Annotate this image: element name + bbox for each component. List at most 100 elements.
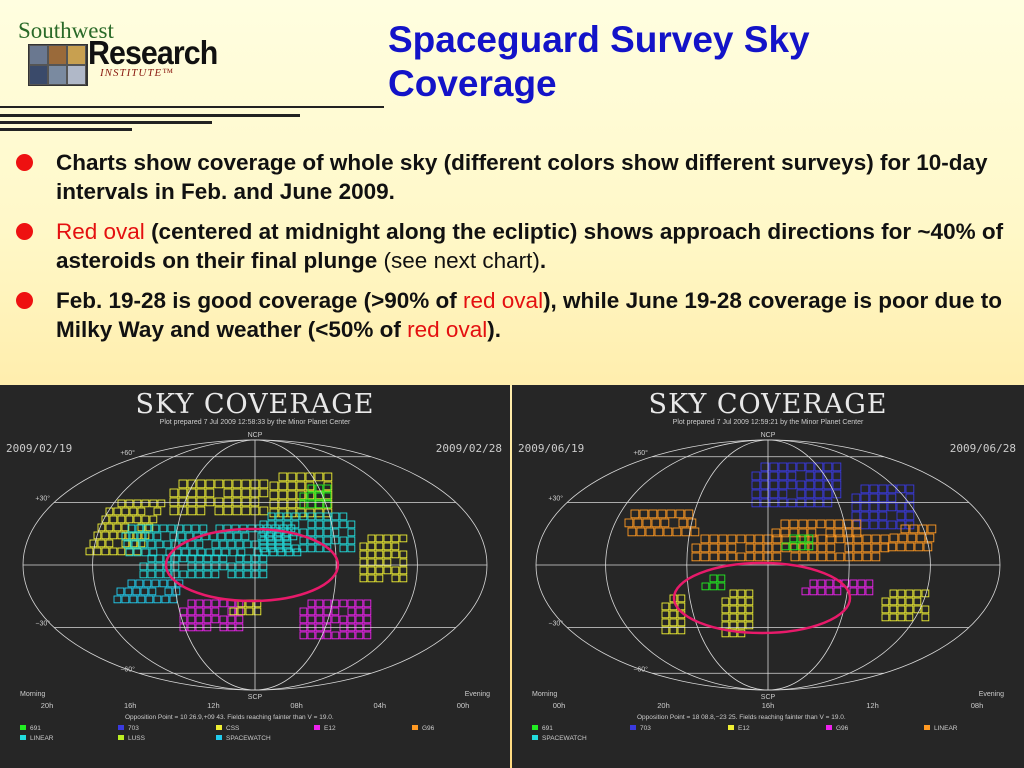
scp-label: SCP bbox=[761, 694, 776, 701]
legend-label: SPACEWATCH bbox=[542, 735, 587, 742]
red-oval-term: Red oval bbox=[56, 219, 145, 244]
coverage-field-block bbox=[701, 574, 726, 591]
sky-graticule bbox=[22, 439, 488, 691]
coverage-field-block bbox=[851, 484, 915, 530]
legend-label: LUSS bbox=[128, 735, 146, 742]
bullet-dot-icon bbox=[16, 154, 33, 171]
bullet-text: Charts show coverage of whole sky (diffe… bbox=[56, 150, 988, 204]
legend-swatch bbox=[924, 725, 930, 730]
evening-label: Evening bbox=[979, 691, 1004, 698]
legend-label: 691 bbox=[542, 725, 553, 732]
coverage-field-block bbox=[881, 589, 930, 622]
bullet-text: (see next chart) bbox=[377, 248, 540, 273]
page-title: Spaceguard Survey Sky Coverage bbox=[388, 18, 988, 106]
date-start-label: 2009/02/19 bbox=[6, 442, 72, 455]
latitude-label: −60° bbox=[120, 665, 135, 673]
survey-legend: 691 703 CSS E12 G96 LINEAR LUSS SPACEWATCH bbox=[20, 725, 435, 742]
logo-research-text: Research bbox=[88, 34, 218, 71]
legend-swatch bbox=[826, 725, 832, 730]
chart-heading: SKY COVERAGE bbox=[649, 389, 888, 420]
logo-southwest-text: Southwest bbox=[18, 18, 114, 43]
legend-label: G96 bbox=[836, 725, 849, 732]
bullet-item: Red oval (centered at midnight along the… bbox=[16, 217, 1006, 275]
ra-tick-label: 20h bbox=[41, 701, 54, 710]
ra-tick-label: 16h bbox=[762, 701, 775, 710]
red-oval-marker bbox=[164, 527, 340, 603]
ncp-label: NCP bbox=[761, 432, 776, 439]
legend-label: G96 bbox=[422, 725, 435, 732]
bullet-text: Feb. 19-28 is good coverage (>90% of bbox=[56, 288, 464, 313]
red-oval-term: red oval bbox=[407, 317, 488, 342]
coverage-field-block bbox=[781, 534, 814, 551]
bullet-list: Charts show coverage of whole sky (diffe… bbox=[16, 148, 1006, 355]
ra-tick-label: 08h bbox=[290, 701, 303, 710]
chart-subheading: Plot prepared 7 Jul 2009 12:59:21 by the… bbox=[673, 419, 864, 426]
legend-swatch bbox=[532, 735, 538, 740]
bullet-item: Charts show coverage of whole sky (diffe… bbox=[16, 148, 1006, 206]
legend-swatch bbox=[20, 735, 26, 740]
legend-swatch bbox=[314, 725, 320, 730]
latitude-label: +60° bbox=[120, 449, 135, 457]
coverage-field-block bbox=[751, 462, 842, 508]
date-start-label: 2009/06/19 bbox=[518, 442, 584, 455]
coverage-field-block bbox=[721, 589, 754, 638]
legend-label: SPACEWATCH bbox=[226, 735, 271, 742]
legend-swatch bbox=[532, 725, 538, 730]
legend-swatch bbox=[216, 735, 222, 740]
legend-label: LINEAR bbox=[934, 725, 958, 732]
ra-tick-label: 16h bbox=[124, 701, 137, 710]
ra-tick-label: 00h bbox=[553, 701, 566, 710]
bullet-text: ), while June 19-28 coverage is poor due… bbox=[56, 288, 1002, 342]
legend-label: LINEAR bbox=[30, 735, 54, 742]
coverage-field-block bbox=[113, 579, 184, 604]
survey-legend: 691 703 E12 G96 LINEAR SPACEWATCH bbox=[532, 725, 958, 742]
sky-chart-feb: SKY COVERAGE Plot prepared 7 Jul 2009 12:… bbox=[0, 385, 510, 768]
coverage-field-block bbox=[179, 599, 244, 632]
legend-swatch bbox=[118, 725, 124, 730]
coverage-field-block bbox=[259, 512, 356, 553]
coverage-field-block bbox=[169, 479, 269, 516]
chart-heading: SKY COVERAGE bbox=[136, 389, 375, 420]
opposition-note: Opposition Point = 10 26.9,+09 43. Field… bbox=[125, 714, 334, 721]
bullet-dot-icon bbox=[16, 292, 33, 309]
bullet-dot-icon bbox=[16, 223, 33, 240]
bullet-text: (centered at midnight along the ecliptic… bbox=[56, 219, 1004, 273]
coverage-field-block bbox=[887, 524, 937, 552]
coverage-field-block bbox=[771, 519, 862, 538]
coverage-field-block bbox=[85, 499, 166, 556]
bullet-text: . bbox=[539, 248, 547, 273]
evening-label: Evening bbox=[465, 691, 490, 698]
morning-label: Morning bbox=[532, 691, 557, 698]
morning-label: Morning bbox=[20, 691, 45, 698]
ra-tick-label: 00h bbox=[457, 701, 470, 710]
date-end-label: 2009/02/28 bbox=[436, 442, 502, 455]
ra-tick-label: 08h bbox=[971, 701, 984, 710]
coverage-field-block bbox=[359, 534, 408, 583]
coverage-field-block bbox=[624, 509, 700, 537]
legend-label: 703 bbox=[128, 725, 139, 732]
legend-label: E12 bbox=[324, 725, 336, 732]
coverage-field-block bbox=[801, 579, 874, 596]
ra-tick-label: 04h bbox=[374, 701, 387, 710]
chart-subheading: Plot prepared 7 Jul 2009 12:58:33 by the… bbox=[160, 419, 351, 426]
latitude-label: −60° bbox=[633, 665, 648, 673]
legend-swatch bbox=[118, 735, 124, 740]
bullet-item: Feb. 19-28 is good coverage (>90% of red… bbox=[16, 286, 1006, 344]
red-oval-marker bbox=[672, 561, 852, 635]
legend-label: E12 bbox=[738, 725, 750, 732]
opposition-note: Opposition Point = 18 08.8,−23 25. Field… bbox=[637, 714, 846, 721]
latitude-label: −30° bbox=[35, 620, 50, 628]
swri-logo: Southwest Research INSTITUTE™ bbox=[18, 18, 248, 88]
legend-swatch bbox=[728, 725, 734, 730]
coverage-field-block bbox=[299, 599, 372, 640]
legend-label: CSS bbox=[226, 725, 240, 732]
date-end-label: 2009/06/28 bbox=[950, 442, 1016, 455]
legend-swatch bbox=[216, 725, 222, 730]
title-line-2: Coverage bbox=[388, 63, 557, 104]
ra-tick-label: 20h bbox=[657, 701, 670, 710]
ra-tick-label: 12h bbox=[866, 701, 879, 710]
latitude-label: −30° bbox=[548, 620, 563, 628]
title-line-1: Spaceguard Survey Sky bbox=[388, 19, 810, 60]
logo-photo-tiles bbox=[28, 44, 88, 86]
legend-label: 691 bbox=[30, 725, 41, 732]
